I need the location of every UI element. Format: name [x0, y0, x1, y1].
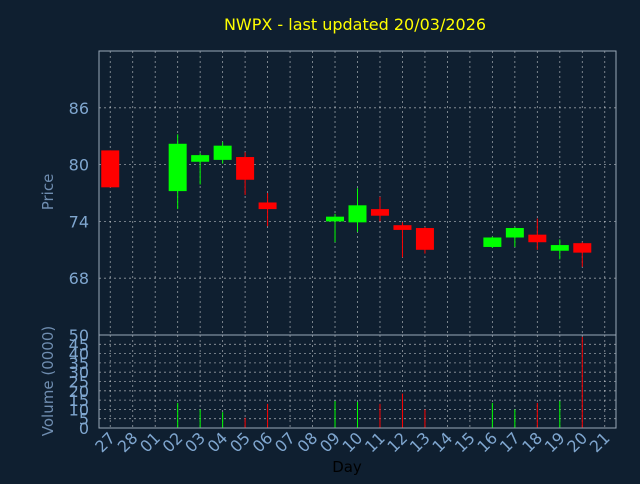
- volume-tick-label: 25: [69, 373, 89, 392]
- candle-body: [213, 145, 232, 160]
- candle-body: [191, 155, 210, 162]
- price-y-label: Price: [39, 174, 57, 211]
- candle-body: [258, 202, 277, 210]
- candle-body: [550, 245, 569, 251]
- candle-body: [573, 243, 592, 253]
- candle-body: [348, 205, 367, 223]
- volume-tick-label: 45: [69, 335, 89, 354]
- volume-tick-label: 10: [69, 400, 89, 419]
- volume-tick-label: 20: [69, 382, 89, 401]
- volume-tick-label: 50: [69, 326, 89, 345]
- volume-y-label: Volume (0000): [39, 326, 57, 436]
- volume-panel-frame: [98, 334, 617, 429]
- volume-tick-label: 15: [69, 391, 89, 410]
- candle-body: [370, 209, 389, 216]
- day-x-axis: 2728010203040506070809101112131415161718…: [91, 428, 613, 456]
- price-y-axis: 68 74 80 86: [69, 99, 89, 288]
- candle-body: [393, 225, 412, 230]
- candle-body: [236, 157, 255, 180]
- volume-tick-label: 35: [69, 354, 89, 373]
- chart-title: NWPX - last updated 20/03/2026: [224, 15, 486, 34]
- candle-body: [505, 228, 524, 238]
- volume-tick-label: 30: [69, 363, 89, 382]
- price-tick-label: 74: [69, 212, 89, 231]
- candle-body: [483, 237, 502, 247]
- volume-tick-label: 0: [79, 419, 89, 438]
- price-tick-label: 68: [69, 269, 89, 288]
- price-tick-label: 80: [69, 156, 89, 175]
- price-tick-label: 86: [69, 99, 89, 118]
- candlestick-series: [101, 134, 592, 267]
- candle-body: [326, 216, 345, 222]
- volume-tick-label: 40: [69, 345, 89, 364]
- candle-body: [101, 150, 120, 188]
- candle-body: [415, 228, 434, 250]
- volume-tick-label: 5: [79, 410, 89, 429]
- x-axis-label: Day: [332, 458, 362, 476]
- candle-body: [168, 143, 187, 192]
- volume-series: [177, 336, 583, 428]
- candle-body: [528, 234, 547, 243]
